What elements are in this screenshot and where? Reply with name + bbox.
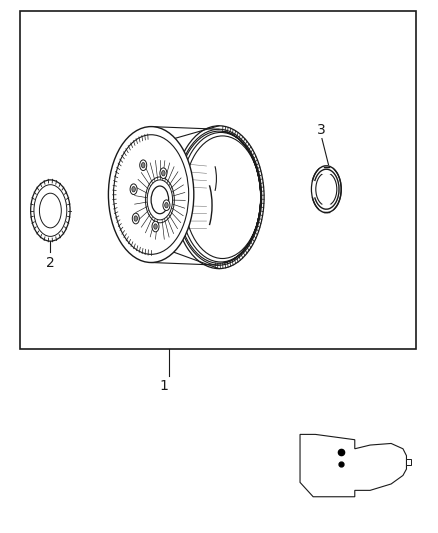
Ellipse shape [132,187,135,192]
Text: 3: 3 [317,123,325,137]
Ellipse shape [154,224,157,229]
Ellipse shape [316,173,337,206]
Ellipse shape [141,163,145,168]
Text: 2: 2 [46,256,55,270]
Ellipse shape [320,164,333,174]
Ellipse shape [311,166,341,213]
Ellipse shape [39,193,61,228]
Ellipse shape [152,221,159,232]
Ellipse shape [176,130,261,265]
Ellipse shape [160,168,167,179]
Polygon shape [300,434,406,497]
Polygon shape [406,459,411,465]
Text: 1: 1 [160,379,169,393]
Ellipse shape [134,216,138,221]
Ellipse shape [140,160,147,171]
Ellipse shape [184,136,261,259]
Ellipse shape [132,213,139,224]
Ellipse shape [108,127,194,263]
Ellipse shape [34,185,67,237]
Ellipse shape [180,132,261,262]
Ellipse shape [163,200,170,211]
Ellipse shape [130,184,137,195]
Ellipse shape [162,171,165,176]
Ellipse shape [165,203,168,208]
Bar [20,11,416,349]
Ellipse shape [320,204,333,215]
Ellipse shape [31,180,70,241]
Ellipse shape [151,186,169,214]
